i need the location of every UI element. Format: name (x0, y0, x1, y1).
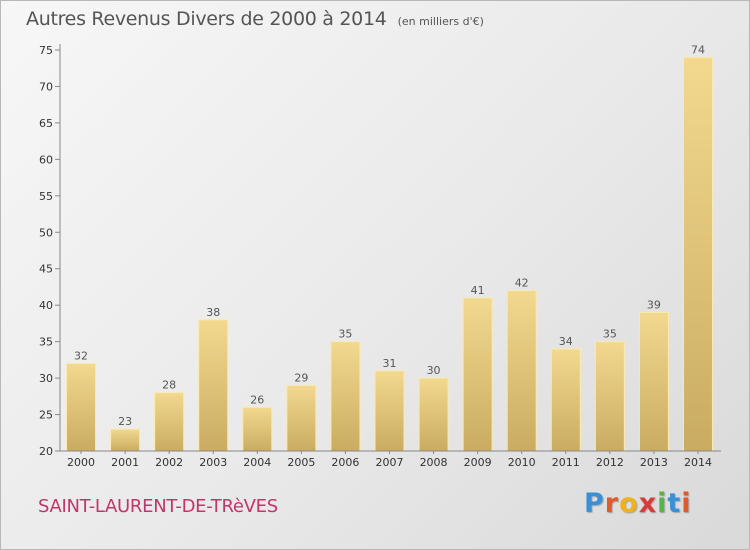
x-tick-label-2010: 2010 (508, 456, 536, 469)
y-tick-label-45: 45 (39, 263, 53, 276)
value-label-2014: 74 (691, 43, 705, 56)
bar-2008 (418, 377, 449, 452)
y-tick-label-35: 35 (39, 336, 53, 349)
bar-2010 (506, 290, 537, 452)
x-tick-label-2013: 2013 (640, 456, 668, 469)
bar-2014 (682, 56, 713, 452)
logo-letter: o (619, 488, 639, 519)
bar-2011 (550, 348, 581, 452)
y-tick-label-30: 30 (39, 372, 53, 385)
value-label-2004: 26 (250, 393, 264, 406)
y-tick-label-25: 25 (39, 409, 53, 422)
bar-2013 (638, 311, 669, 452)
x-tick-label-2002: 2002 (155, 456, 183, 469)
chart-title: Autres Revenus Divers de 2000 à 2014 (en… (26, 8, 484, 30)
y-tick-label-65: 65 (39, 117, 53, 130)
value-label-2013: 39 (647, 298, 661, 311)
bars-group (66, 56, 713, 452)
bar-2001 (110, 428, 141, 452)
logo-letter: r (604, 488, 620, 519)
value-label-2000: 32 (74, 350, 88, 363)
y-tick-label-20: 20 (39, 445, 53, 458)
bar-2006 (330, 341, 361, 452)
value-label-2002: 28 (162, 379, 176, 392)
x-tick-label-2003: 2003 (199, 456, 227, 469)
proxiti-logo: Proxiti (584, 488, 692, 519)
logo-letter: i (657, 488, 668, 519)
axes-group: 2000 2001 2002 2003 2004 2005 2006 2007 2008 2009… (39, 44, 721, 469)
bar-2004 (242, 406, 273, 452)
commune-name: SAINT-LAURENT-DE-TRèVES (38, 496, 278, 517)
title-text: Autres Revenus Divers de 2000 à 2014 (26, 8, 387, 30)
x-tick-label-2006: 2006 (331, 456, 359, 469)
value-label-2008: 30 (427, 364, 441, 377)
value-label-2007: 31 (383, 357, 397, 370)
y-tick-label-60: 60 (39, 153, 53, 166)
bar-2000 (66, 363, 97, 452)
x-tick-label-2005: 2005 (287, 456, 315, 469)
value-labels-group: 32 23 28 38 26 29 35 31 30 41 42 34 35 39 74 (74, 43, 705, 428)
logo-letter: x (638, 488, 658, 519)
bar-2003 (198, 319, 229, 452)
value-label-2010: 42 (515, 277, 529, 290)
x-tick-label-2008: 2008 (420, 456, 448, 469)
unit-note: (en milliers d'€) (397, 15, 484, 28)
bar-2009 (462, 297, 493, 452)
bar-2012 (594, 341, 625, 452)
x-tick-label-2000: 2000 (67, 456, 95, 469)
x-tick-label-2012: 2012 (596, 456, 624, 469)
logo-letter: P (584, 488, 605, 519)
value-label-2005: 29 (294, 371, 308, 384)
bar-2007 (374, 370, 405, 452)
value-label-2006: 35 (338, 328, 352, 341)
value-label-2009: 41 (471, 284, 485, 297)
x-tick-label-2007: 2007 (376, 456, 404, 469)
y-tick-label-70: 70 (39, 80, 53, 93)
x-tick-label-2004: 2004 (243, 456, 271, 469)
value-label-2011: 34 (559, 335, 573, 348)
x-tick-label-2011: 2011 (552, 456, 580, 469)
bar-2005 (286, 384, 317, 452)
value-label-2012: 35 (603, 328, 617, 341)
value-label-2001: 23 (118, 415, 132, 428)
logo-letter: i (681, 488, 692, 519)
y-tick-label-40: 40 (39, 299, 53, 312)
y-tick-label-50: 50 (39, 226, 53, 239)
y-tick-label-55: 55 (39, 190, 53, 203)
x-tick-label-2014: 2014 (684, 456, 712, 469)
bar-2002 (154, 392, 185, 452)
logo-letter: t (667, 488, 682, 519)
y-tick-label-75: 75 (39, 44, 53, 57)
value-label-2003: 38 (206, 306, 220, 319)
x-tick-label-2009: 2009 (464, 456, 492, 469)
x-tick-label-2001: 2001 (111, 456, 139, 469)
